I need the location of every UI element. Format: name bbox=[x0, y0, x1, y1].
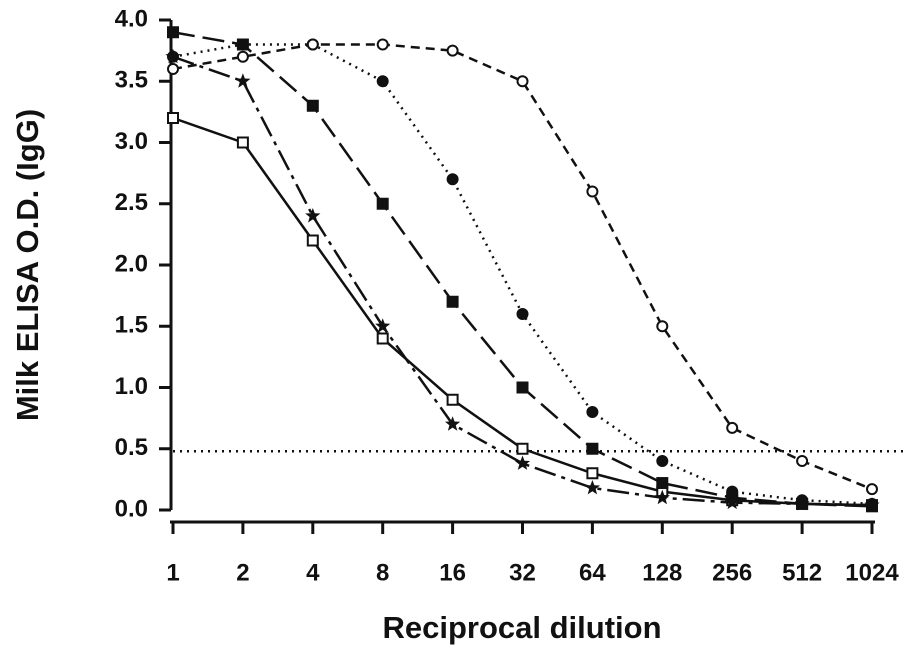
y-tick-label: 0.5 bbox=[115, 434, 148, 461]
point bbox=[446, 173, 459, 186]
y-tick-label: 0.0 bbox=[115, 495, 148, 522]
point bbox=[167, 63, 179, 75]
series-line bbox=[172, 55, 873, 507]
point bbox=[586, 442, 599, 455]
point bbox=[446, 295, 459, 308]
point bbox=[444, 416, 461, 431]
x-tick-label: 128 bbox=[642, 559, 682, 586]
x-tick-label: 8 bbox=[376, 559, 389, 586]
point bbox=[866, 497, 878, 510]
point bbox=[586, 467, 599, 480]
series-line bbox=[172, 43, 873, 506]
point bbox=[514, 455, 531, 470]
y-tick-label: 3.5 bbox=[115, 67, 148, 94]
x-tick-label: 512 bbox=[782, 559, 822, 586]
point bbox=[306, 38, 319, 51]
x-tick-label: 16 bbox=[439, 559, 466, 586]
point bbox=[376, 332, 389, 345]
point bbox=[584, 479, 601, 495]
x-tick-label: 1 bbox=[166, 559, 179, 586]
point bbox=[796, 494, 809, 507]
x-axis-title: Reciprocal dilution bbox=[382, 610, 661, 645]
x-tick-label: 256 bbox=[712, 559, 752, 586]
point bbox=[446, 393, 459, 406]
point bbox=[516, 308, 529, 320]
series-line bbox=[172, 43, 873, 491]
point bbox=[796, 455, 809, 467]
point bbox=[656, 477, 669, 490]
point bbox=[375, 318, 391, 333]
point bbox=[656, 455, 669, 467]
point bbox=[586, 185, 599, 198]
point bbox=[306, 99, 319, 112]
series-line bbox=[172, 31, 873, 508]
y-tick-label: 4.0 bbox=[115, 5, 148, 32]
x-tick-label: 4 bbox=[306, 559, 320, 586]
point bbox=[654, 489, 670, 505]
point bbox=[236, 38, 249, 51]
x-tick-label: 64 bbox=[579, 559, 606, 586]
y-tick-label: 2.0 bbox=[115, 250, 148, 277]
point bbox=[656, 320, 669, 333]
point bbox=[726, 485, 739, 498]
point bbox=[376, 38, 389, 51]
point bbox=[235, 73, 251, 88]
point bbox=[376, 75, 389, 88]
x-tick-label: 32 bbox=[509, 559, 536, 586]
point bbox=[516, 75, 529, 88]
point bbox=[866, 483, 878, 496]
y-tick-label: 3.0 bbox=[115, 128, 148, 155]
x-tick-label: 1024 bbox=[845, 559, 899, 586]
y-tick-label: 2.5 bbox=[115, 189, 148, 216]
point bbox=[167, 112, 179, 124]
point bbox=[167, 50, 179, 63]
y-tick-label: 1.5 bbox=[115, 312, 148, 339]
point bbox=[726, 421, 739, 434]
point bbox=[236, 50, 249, 63]
y-tick-label: 1.0 bbox=[115, 373, 148, 400]
y-axis-title: Milk ELISA O.D. (IgG) bbox=[10, 109, 45, 421]
point bbox=[236, 136, 249, 149]
x-tick-label: 2 bbox=[236, 559, 249, 586]
point bbox=[516, 442, 529, 455]
point bbox=[305, 208, 321, 223]
point bbox=[376, 197, 389, 210]
point bbox=[167, 26, 179, 39]
point bbox=[516, 381, 529, 394]
point bbox=[306, 234, 319, 247]
point bbox=[586, 406, 599, 418]
point bbox=[446, 44, 459, 57]
